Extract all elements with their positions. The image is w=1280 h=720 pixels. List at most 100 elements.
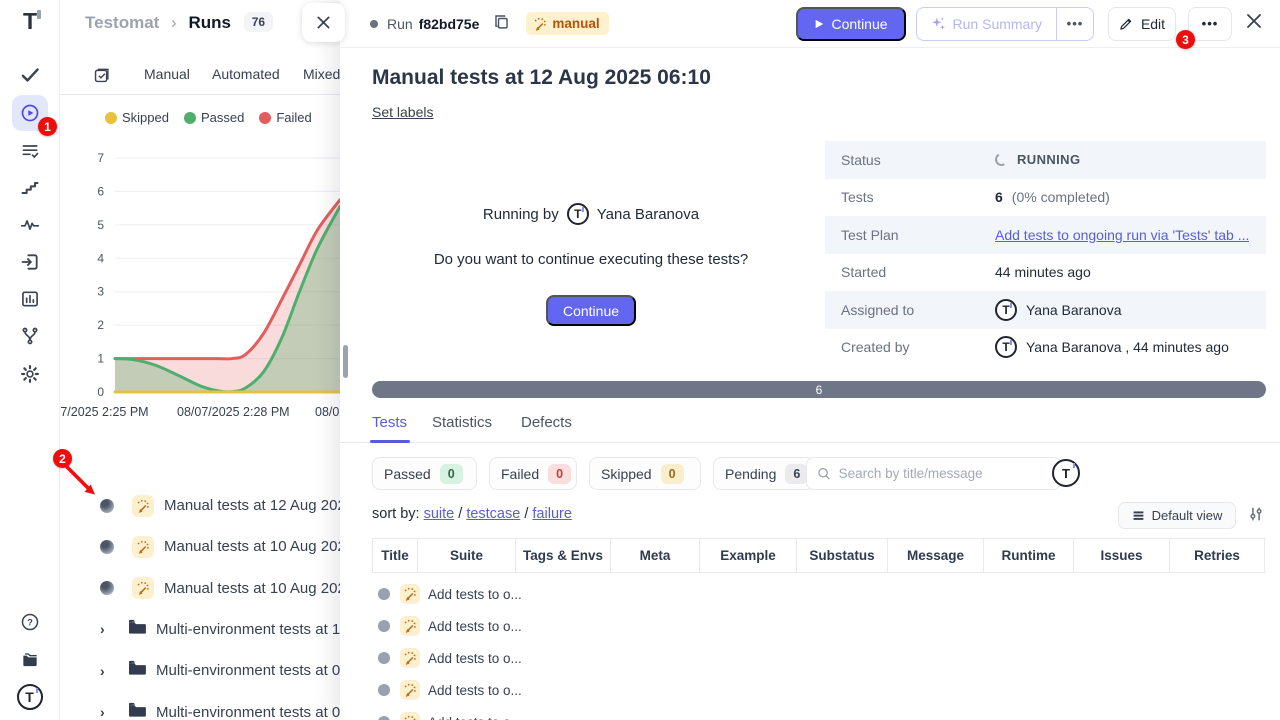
sidebar-item-runs[interactable] <box>11 95 48 131</box>
tab-tests[interactable]: Tests <box>372 414 408 431</box>
drawer-close-icon[interactable] <box>1246 13 1262 34</box>
avatar: T <box>995 336 1017 359</box>
legend-skipped: Skipped <box>105 110 169 125</box>
column-header-issues[interactable]: Issues <box>1074 539 1170 572</box>
sidebar-item-branches[interactable] <box>12 318 48 354</box>
sidebar-item-steps[interactable] <box>12 170 48 206</box>
test-status-dot <box>378 588 390 600</box>
test-row[interactable]: Add tests to o... <box>372 674 1266 706</box>
spinner-icon <box>993 151 1010 168</box>
filter-chip-failed[interactable]: Failed 0 <box>489 457 577 490</box>
run-summary-split-button: Run Summary ••• <box>915 6 1094 41</box>
edit-button[interactable]: Edit <box>1108 6 1176 41</box>
filter-sliders-icon[interactable] <box>1248 506 1264 527</box>
select-runs-icon[interactable] <box>93 67 110 89</box>
runs-count-badge: 76 <box>243 12 274 32</box>
column-header-suite[interactable]: Suite <box>418 539 516 572</box>
sidebar-item-test-plans[interactable] <box>12 133 48 169</box>
svg-text:?: ? <box>27 617 33 627</box>
test-row[interactable]: Add tests to o... <box>372 642 1266 674</box>
continue-button-top[interactable]: Continue <box>795 6 906 41</box>
drawer-scrollbar-thumb[interactable] <box>343 345 348 378</box>
test-row[interactable]: Add tests to o... <box>372 578 1266 610</box>
runner-avatar: T <box>566 203 589 225</box>
tab-automated[interactable]: Automated <box>212 66 280 82</box>
sidebar-item-reports[interactable] <box>12 281 48 317</box>
detail-row-assigned-to: Assigned to T Yana Baranova <box>825 291 1266 329</box>
app-logo[interactable]: T <box>22 8 42 34</box>
sort-by-testcase-link[interactable]: testcase <box>466 506 521 522</box>
sidebar-item-import[interactable] <box>12 244 48 280</box>
copy-icon[interactable] <box>493 13 510 35</box>
panel-close-button[interactable] <box>302 3 345 42</box>
tab-defects[interactable]: Defects <box>521 414 572 431</box>
column-header-example[interactable]: Example <box>700 539 797 572</box>
column-header-message[interactable]: Message <box>888 539 984 572</box>
runs-list-item-run[interactable]: Manual tests at 12 Aug 2025 <box>60 485 340 526</box>
tab-mixed[interactable]: Mixed <box>303 66 340 82</box>
app-sidebar: T <box>0 0 60 720</box>
column-header-runtime[interactable]: Runtime <box>984 539 1074 572</box>
filter-chip-passed[interactable]: Passed 0 <box>372 457 477 490</box>
expand-chevron-icon[interactable]: › <box>100 662 105 679</box>
sort-by-failure-link[interactable]: failure <box>532 506 572 522</box>
tab-manual[interactable]: Manual <box>144 66 190 82</box>
sidebar-item-help[interactable]: ? <box>12 604 48 640</box>
detail-row-status: Status RUNNING <box>825 141 1266 179</box>
runs-list-item-folder[interactable]: › Multi-environment tests at 1 <box>60 609 340 650</box>
sidebar-item-tasks-check[interactable] <box>12 57 48 93</box>
run-status-icon <box>100 539 114 554</box>
sort-by-suite-link[interactable]: suite <box>423 506 455 522</box>
test-row[interactable]: Add tests to o... <box>372 610 1266 642</box>
run-summary-button[interactable]: Run Summary <box>915 6 1056 41</box>
runs-list-item-run[interactable]: Manual tests at 10 Aug 2025 <box>60 568 340 609</box>
assignee-filter-avatar[interactable]: T <box>1052 459 1080 487</box>
list-check-icon <box>22 145 38 159</box>
tab-statistics[interactable]: Statistics <box>432 414 493 431</box>
column-header-retries[interactable]: Retries <box>1170 539 1265 572</box>
folder-icon <box>129 702 146 717</box>
detail-value: T Yana Baranova , 44 minutes ago <box>995 336 1229 359</box>
manual-spark-slot <box>533 17 547 31</box>
column-header-title[interactable]: Title <box>372 539 418 572</box>
breadcrumb-app[interactable]: Testomat <box>85 13 160 32</box>
sidebar-item-analytics[interactable] <box>12 207 48 243</box>
set-labels-link[interactable]: Set labels <box>372 104 434 120</box>
column-header-meta[interactable]: Meta <box>611 539 700 572</box>
sidebar-account-avatar[interactable]: T <box>12 679 48 715</box>
sidebar-item-settings[interactable] <box>12 356 48 392</box>
expand-chevron-icon[interactable]: › <box>100 621 105 638</box>
continue-button-center[interactable]: Continue <box>546 295 636 326</box>
test-plan-link[interactable]: Add tests to ongoing run via 'Tests' tab… <box>995 226 1250 243</box>
run-progress-bar: 6 <box>372 381 1266 398</box>
annotation-badge-2: 2 <box>53 449 72 468</box>
legend-failed: Failed <box>259 110 312 125</box>
test-row[interactable]: Add tests to o... <box>372 706 1266 720</box>
legend-dot <box>183 111 196 124</box>
detail-row-test-plan: Test Plan Add tests to ongoing run via 'T… <box>825 216 1266 254</box>
manual-badge <box>132 535 154 558</box>
filter-chip-skipped[interactable]: Skipped 0 <box>589 457 701 490</box>
svg-text:5: 5 <box>97 218 104 232</box>
runs-list-item-folder[interactable]: › Multi-environment tests at 0 <box>60 650 340 691</box>
legend-label: Passed <box>200 110 245 125</box>
runs-list-item-run[interactable]: Manual tests at 10 Aug 2025 <box>60 526 340 567</box>
breadcrumb-chevron: › <box>171 13 177 32</box>
progress-count: 6 <box>815 382 823 397</box>
filter-chip-pending[interactable]: Pending 6 <box>713 457 815 490</box>
annotation-arrow-2 <box>65 465 95 495</box>
expand-chevron-icon[interactable]: › <box>100 704 105 720</box>
column-header-substatus[interactable]: Substatus <box>797 539 888 572</box>
more-actions-button[interactable]: ••• <box>1188 6 1232 41</box>
runs-list-item-folder[interactable]: › Multi-environment tests at 0 <box>60 692 340 720</box>
run-detail-drawer: Run f82bd75e manual Continue <box>340 0 1280 720</box>
run-summary-more-button[interactable]: ••• <box>1056 6 1094 41</box>
x-axis-label: 08/07/2025 2:28 PM <box>177 405 290 419</box>
default-view-button[interactable]: Default view <box>1118 502 1236 529</box>
play-icon <box>815 19 823 28</box>
search-input[interactable] <box>838 466 1050 481</box>
search-box <box>806 457 1061 490</box>
column-header-tags-envs[interactable]: Tags & Envs <box>516 539 611 572</box>
legend-passed: Passed <box>183 110 245 125</box>
sidebar-item-docs[interactable] <box>12 641 48 677</box>
